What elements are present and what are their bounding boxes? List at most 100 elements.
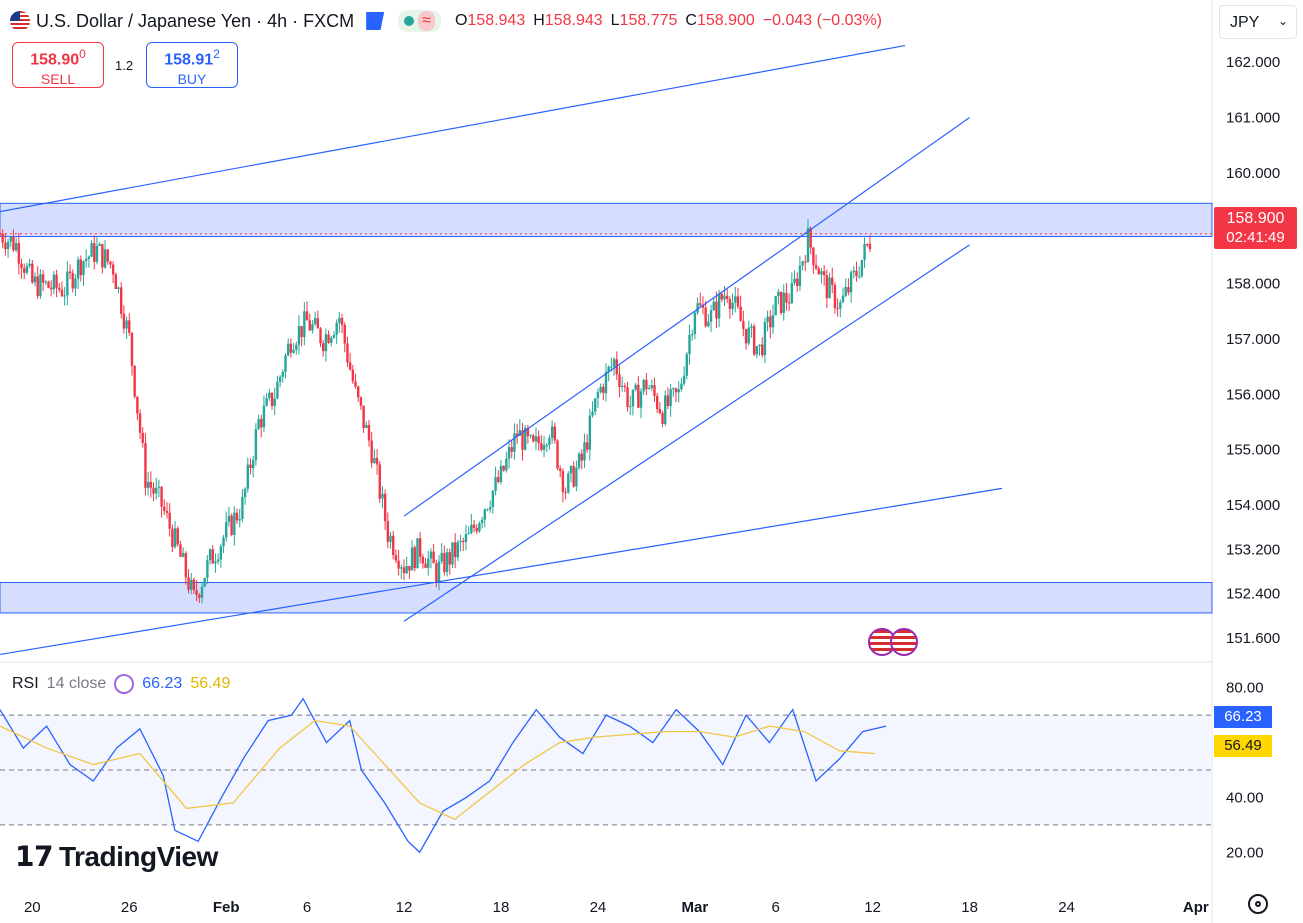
candle-body bbox=[437, 561, 441, 582]
candle-body bbox=[787, 302, 791, 304]
sell-button[interactable]: 158.900 SELL bbox=[12, 42, 104, 88]
rsi-label[interactable]: RSI bbox=[12, 675, 39, 692]
candle-body bbox=[445, 552, 449, 573]
close-value: 158.900 bbox=[696, 12, 755, 29]
candle-body bbox=[769, 316, 772, 328]
candle-body bbox=[553, 426, 557, 441]
candle-body bbox=[669, 389, 672, 407]
candle-body bbox=[340, 317, 344, 325]
candle-body bbox=[203, 577, 206, 587]
last-price-label: 158.900 02:41:49 bbox=[1214, 207, 1297, 249]
sync-icon[interactable] bbox=[114, 674, 135, 694]
sell-price: 158.900 bbox=[30, 47, 86, 69]
candle-body bbox=[612, 359, 616, 367]
candle-body bbox=[672, 388, 675, 390]
candle-body bbox=[534, 436, 538, 442]
candle-body bbox=[720, 293, 724, 300]
candle-body bbox=[763, 321, 767, 356]
high-key: H bbox=[533, 12, 545, 29]
candle-body bbox=[693, 312, 697, 335]
candle-body bbox=[542, 445, 546, 450]
candle-body bbox=[111, 264, 115, 275]
price-tick-label: 155.000 bbox=[1226, 442, 1280, 459]
symbol-title[interactable]: U.S. Dollar / Japanese Yen · 4h · FXCM bbox=[36, 10, 355, 31]
market-status-pill[interactable]: ≈ bbox=[398, 10, 441, 32]
candle-body bbox=[200, 586, 204, 598]
candle-body bbox=[303, 311, 306, 338]
candle-body bbox=[550, 426, 554, 439]
candle-body bbox=[728, 299, 732, 309]
rsi-ma-line bbox=[0, 719, 875, 821]
candle-body bbox=[494, 477, 497, 491]
time-tick-label: 6 bbox=[772, 899, 780, 916]
candle-body bbox=[515, 433, 519, 436]
candle-body bbox=[95, 245, 99, 262]
candle-body bbox=[604, 371, 608, 394]
candle-body bbox=[505, 458, 508, 471]
bookmark-icon[interactable] bbox=[366, 12, 385, 30]
candle-body bbox=[136, 396, 139, 414]
price-tick-label: 160.000 bbox=[1226, 165, 1280, 182]
currency-select[interactable]: JPY ⌄ bbox=[1219, 5, 1297, 39]
candle-body bbox=[715, 301, 718, 319]
candle-body bbox=[801, 261, 804, 266]
candle-body bbox=[120, 287, 123, 314]
candle-body bbox=[416, 538, 419, 569]
candle-body bbox=[470, 524, 473, 534]
candle-body bbox=[52, 274, 56, 290]
candle-body bbox=[575, 467, 578, 487]
candle-body bbox=[739, 306, 742, 322]
candle-body bbox=[348, 362, 352, 370]
open-value: 158.943 bbox=[467, 12, 526, 29]
candle-body bbox=[814, 264, 818, 269]
rsi-value-label: 66.23 bbox=[1214, 706, 1272, 728]
candle-body bbox=[572, 466, 575, 487]
tradingview-logo[interactable]: 𝟭𝟳 TradingView bbox=[15, 840, 218, 873]
candle-body bbox=[227, 515, 231, 522]
candle-body bbox=[717, 293, 721, 319]
low-value: 158.775 bbox=[619, 12, 678, 29]
candle-body bbox=[122, 313, 126, 329]
candle-body bbox=[599, 386, 602, 393]
candle-body bbox=[774, 296, 777, 316]
settings-gear-icon[interactable] bbox=[1248, 894, 1268, 914]
candle-body bbox=[513, 433, 516, 452]
candle-body bbox=[17, 243, 21, 264]
candle-body bbox=[655, 395, 659, 410]
economic-events[interactable] bbox=[868, 628, 918, 656]
candle-body bbox=[443, 552, 446, 573]
candle-body bbox=[130, 332, 134, 366]
candle-body bbox=[699, 303, 702, 306]
event-flag-icon[interactable] bbox=[868, 628, 896, 656]
candle-body bbox=[758, 344, 761, 347]
rsi-tick-label: 80.00 bbox=[1226, 680, 1264, 697]
candle-body bbox=[427, 558, 430, 568]
buy-button[interactable]: 158.912 BUY bbox=[146, 42, 238, 88]
candle-body bbox=[529, 435, 532, 437]
rsi-ma-value: 56.49 bbox=[190, 675, 231, 692]
candle-body bbox=[179, 544, 182, 557]
candle-body bbox=[265, 398, 268, 406]
event-flag-icon[interactable] bbox=[890, 628, 918, 656]
candle-body bbox=[690, 334, 694, 336]
candle-body bbox=[642, 379, 645, 392]
rsi-settings: 14 close bbox=[46, 675, 107, 692]
candle-body bbox=[731, 302, 734, 309]
candle-body bbox=[278, 376, 282, 382]
candle-body bbox=[106, 249, 109, 262]
candle-body bbox=[588, 415, 592, 450]
candle-body bbox=[192, 579, 196, 590]
candle-body bbox=[335, 322, 338, 335]
candle-body bbox=[524, 427, 527, 450]
candle-body bbox=[23, 268, 26, 273]
price-tick-label: 162.000 bbox=[1226, 54, 1280, 71]
candle-body bbox=[149, 481, 153, 488]
time-tick-label: Feb bbox=[213, 899, 240, 916]
candle-body bbox=[389, 535, 392, 542]
candle-body bbox=[537, 436, 540, 444]
buy-price: 158.912 bbox=[164, 47, 220, 69]
candle-body bbox=[79, 259, 82, 276]
candle-body bbox=[860, 260, 864, 277]
candle-body bbox=[370, 440, 373, 464]
